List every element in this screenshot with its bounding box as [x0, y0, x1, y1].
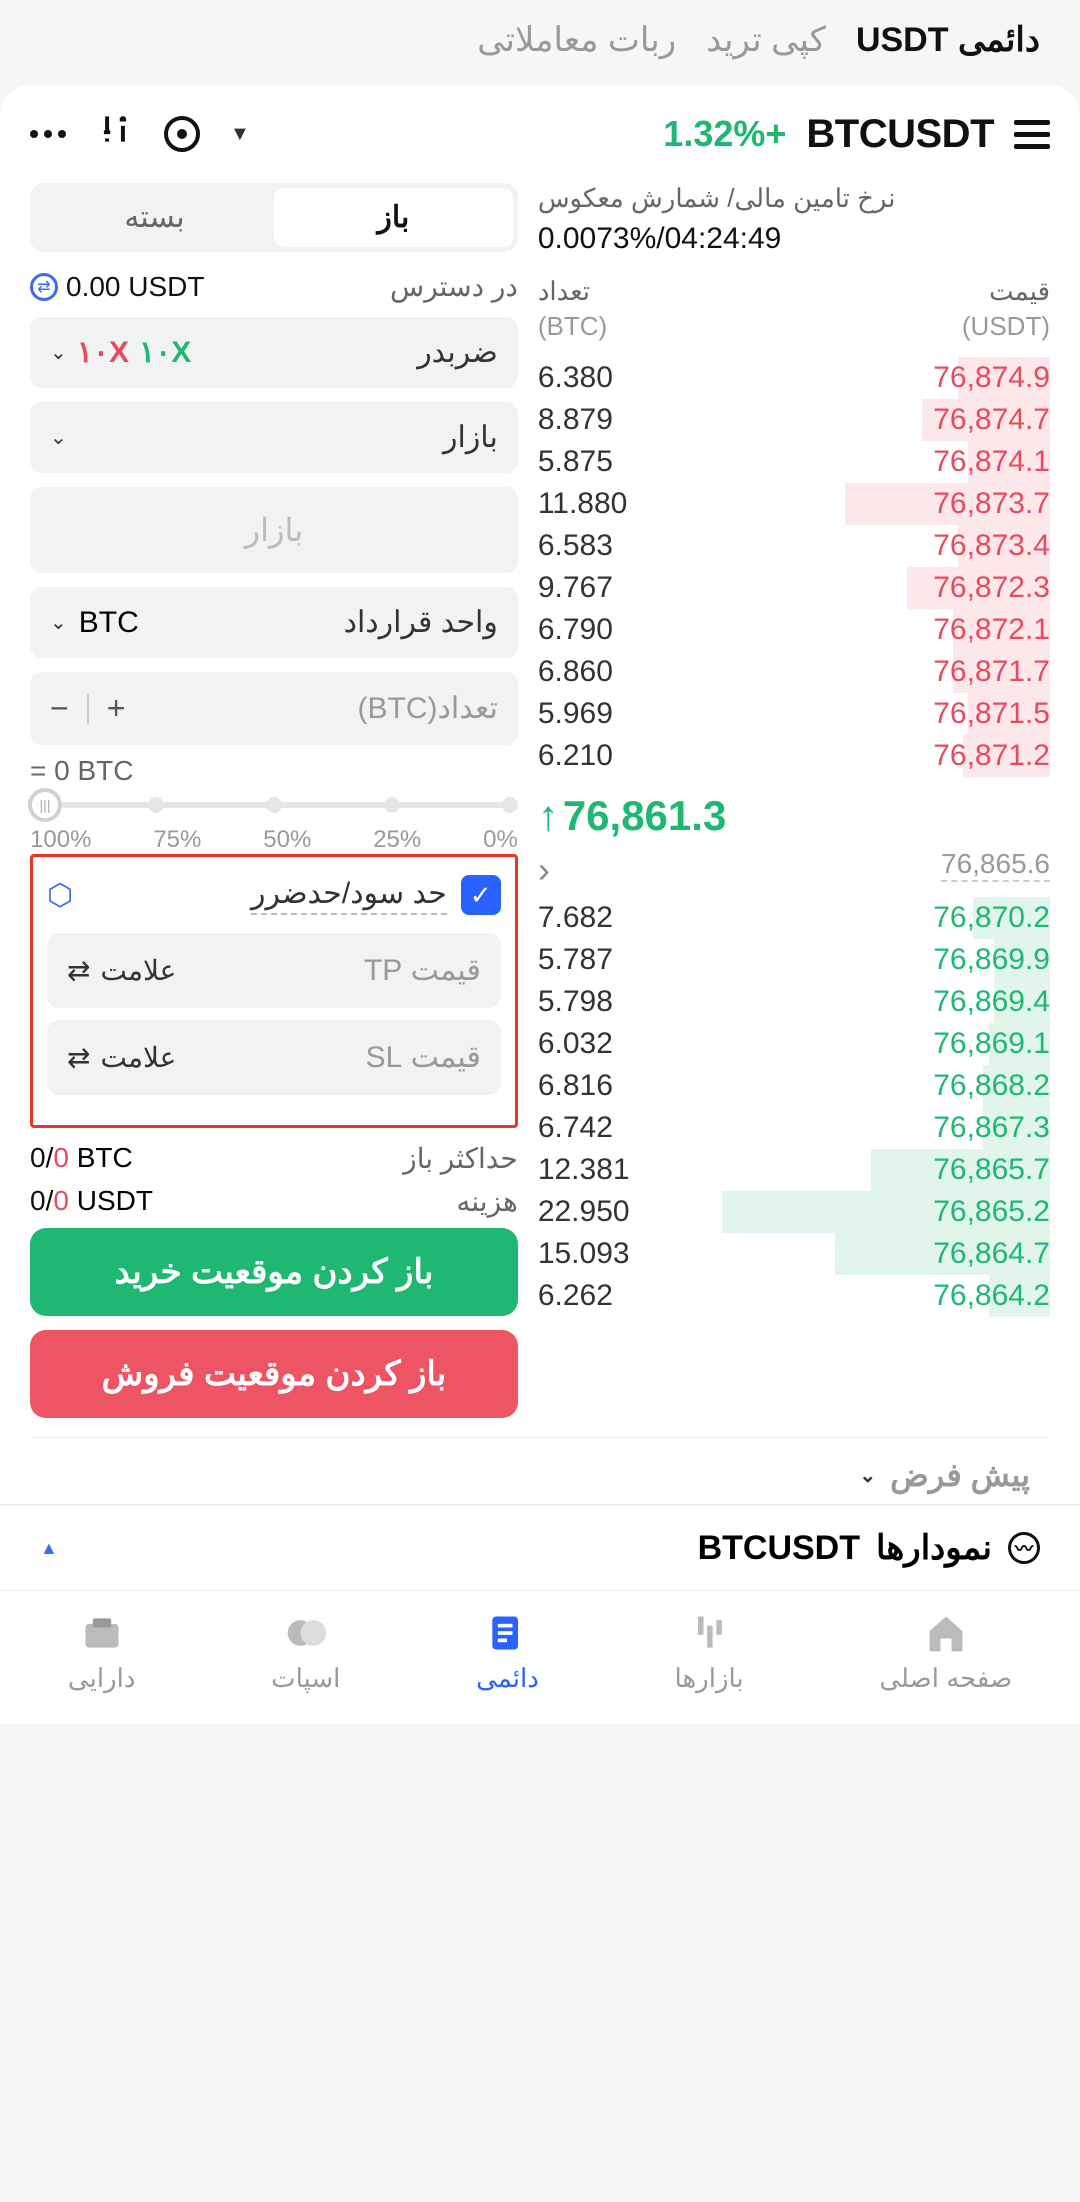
- presets-row[interactable]: پیش فرض ⌄: [30, 1437, 1050, 1504]
- slider-label: 75%: [153, 826, 201, 854]
- equivalent-line: = 0 BTC: [30, 755, 518, 787]
- menu-icon[interactable]: [1014, 120, 1050, 149]
- position-toggle: باز بسته: [30, 183, 518, 252]
- ob-header-qty-unit: (BTC): [538, 311, 607, 342]
- ask-row[interactable]: 76,874.96.380: [538, 357, 1050, 399]
- tp-input[interactable]: قیمت TP علامت⇄: [47, 933, 501, 1008]
- mid-sub-price: 76,865.6: [941, 848, 1050, 882]
- bid-row[interactable]: 76,869.45.798: [538, 981, 1050, 1023]
- tab-perpetual[interactable]: دائمی USDT: [856, 20, 1040, 60]
- slider-thumb[interactable]: |||: [28, 788, 62, 822]
- toggle-close[interactable]: بسته: [35, 188, 274, 247]
- quantity-input[interactable]: تعداد(BTC) − +: [30, 672, 518, 745]
- nav-perpetual[interactable]: دائمی: [476, 1611, 539, 1694]
- bid-row[interactable]: 76,865.712.381: [538, 1149, 1050, 1191]
- bottom-nav: صفحه اصلی بازارها دائمی اسپات دارایی: [0, 1590, 1080, 1724]
- triangle-up-icon: ▲: [40, 1538, 58, 1559]
- top-tabs: دائمی USDT کپی ترید ربات معاملاتی: [0, 0, 1080, 80]
- bid-row[interactable]: 76,869.95.787: [538, 939, 1050, 981]
- sl-input[interactable]: قیمت SL علامت⇄: [47, 1020, 501, 1095]
- slider-label: 25%: [373, 826, 421, 854]
- slider-label: 50%: [263, 826, 311, 854]
- chevron-down-icon: ⌄: [859, 1463, 876, 1488]
- tab-copytrade[interactable]: کپی ترید: [706, 20, 826, 60]
- bid-row[interactable]: 76,870.27.682: [538, 897, 1050, 939]
- more-icon[interactable]: [30, 130, 66, 138]
- bid-row[interactable]: 76,864.715.093: [538, 1233, 1050, 1275]
- orderbook: نرخ تامین مالی/ شمارش معکوس 0.0073%/04:2…: [538, 183, 1050, 1432]
- swap-icon[interactable]: ⇄: [67, 1041, 90, 1074]
- dropdown-icon[interactable]: ▼: [230, 123, 250, 146]
- slider-label: 0%: [483, 826, 518, 854]
- leverage-selector[interactable]: ضربدر ۱۰X ۱۰X ⌄: [30, 317, 518, 388]
- unit-selector[interactable]: واحد قرارداد BTC ⌄: [30, 587, 518, 658]
- qty-plus[interactable]: +: [107, 690, 126, 727]
- tab-bot[interactable]: ربات معاملاتی: [477, 20, 676, 60]
- bid-row[interactable]: 76,865.222.950: [538, 1191, 1050, 1233]
- funding-label: نرخ تامین مالی/ شمارش معکوس: [538, 183, 1050, 214]
- ask-row[interactable]: 76,871.26.210: [538, 735, 1050, 777]
- ask-row[interactable]: 76,873.46.583: [538, 525, 1050, 567]
- max-open-row: حداکثر باز 0/0 BTC: [30, 1142, 518, 1175]
- tpsl-checkbox[interactable]: ✓: [461, 875, 501, 915]
- buy-button[interactable]: باز کردن موقعیت خرید: [30, 1228, 518, 1316]
- qty-minus[interactable]: −: [50, 690, 69, 727]
- ask-row[interactable]: 76,872.39.767: [538, 567, 1050, 609]
- ob-header-qty: تعداد: [538, 276, 590, 307]
- pair-change: +1.32%: [663, 113, 786, 155]
- adjust-icon[interactable]: [96, 110, 134, 158]
- available-value: ⇄ 0.00 USDT: [30, 271, 205, 303]
- ask-row[interactable]: 76,873.711.880: [538, 483, 1050, 525]
- bid-row[interactable]: 76,867.36.742: [538, 1107, 1050, 1149]
- sell-button[interactable]: باز کردن موقعیت فروش: [30, 1330, 518, 1418]
- price-input[interactable]: بازار: [30, 487, 518, 573]
- mid-price: ↑76,861.3: [538, 792, 727, 840]
- ask-row[interactable]: 76,874.78.879: [538, 399, 1050, 441]
- slider-label: 100%: [30, 826, 91, 854]
- cost-row: هزینه 0/0 USDT: [30, 1185, 518, 1218]
- nav-markets[interactable]: بازارها: [675, 1611, 744, 1694]
- chevron-left-icon[interactable]: ‹: [538, 849, 550, 891]
- nav-spot[interactable]: اسپات: [271, 1611, 340, 1694]
- order-form: باز بسته در دسترس ⇄ 0.00 USDT ضربدر ۱۰X …: [30, 183, 518, 1432]
- main-card: BTCUSDT +1.32% ▼ نرخ تامین مالی/ شمارش م…: [0, 85, 1080, 1504]
- charts-bar[interactable]: 〰 نمودارها BTCUSDT ▲: [0, 1504, 1080, 1590]
- bid-row[interactable]: 76,868.26.816: [538, 1065, 1050, 1107]
- target-icon[interactable]: [164, 116, 200, 152]
- order-type-selector[interactable]: بازار ⌄: [30, 402, 518, 473]
- toggle-open[interactable]: باز: [274, 188, 513, 247]
- ask-row[interactable]: 76,874.15.875: [538, 441, 1050, 483]
- ask-row[interactable]: 76,871.76.860: [538, 651, 1050, 693]
- swap-icon[interactable]: ⇄: [67, 954, 90, 987]
- ob-header-price-unit: (USDT): [962, 311, 1050, 342]
- swap-icon[interactable]: ⇄: [30, 273, 58, 301]
- bid-row[interactable]: 76,864.26.262: [538, 1275, 1050, 1317]
- pair-header: BTCUSDT +1.32% ▼: [30, 110, 1050, 158]
- amount-slider[interactable]: |||: [30, 802, 518, 808]
- chart-icon: 〰: [1008, 1532, 1040, 1564]
- tpsl-section: ✓ حد سود/حدضرر ⬡ قیمت TP علامت⇄ قیمت SL …: [30, 854, 518, 1128]
- available-label: در دسترس: [390, 270, 518, 303]
- ask-row[interactable]: 76,872.16.790: [538, 609, 1050, 651]
- nav-home[interactable]: صفحه اصلی: [879, 1611, 1012, 1694]
- tpsl-label: حد سود/حدضرر: [251, 876, 447, 915]
- ask-row[interactable]: 76,871.55.969: [538, 693, 1050, 735]
- settings-hex-icon[interactable]: ⬡: [47, 878, 73, 913]
- funding-value: 0.0073%/04:24:49: [538, 222, 1050, 256]
- pair-symbol[interactable]: BTCUSDT: [806, 112, 994, 157]
- nav-assets[interactable]: دارایی: [68, 1611, 136, 1694]
- bid-row[interactable]: 76,869.16.032: [538, 1023, 1050, 1065]
- ob-header-price: قیمت: [989, 276, 1050, 307]
